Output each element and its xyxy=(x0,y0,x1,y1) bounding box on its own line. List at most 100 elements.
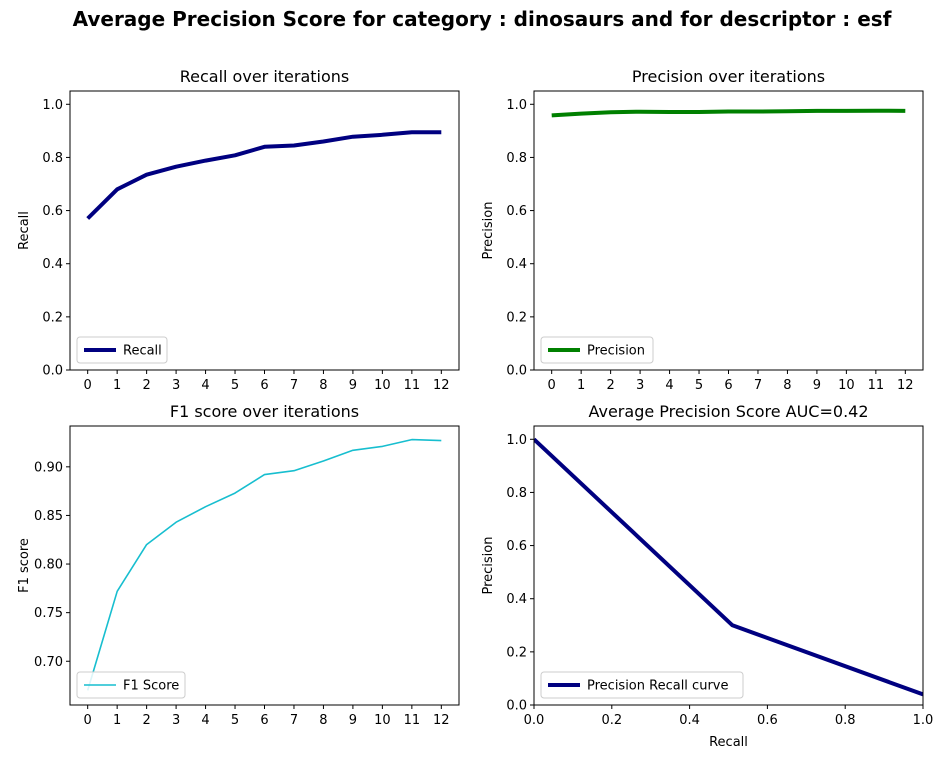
x-tick-label: 10 xyxy=(374,378,391,393)
y-tick-label: 0.75 xyxy=(34,606,63,621)
series-line xyxy=(551,108,906,118)
x-tick-label: 8 xyxy=(783,378,791,393)
y-tick-label: 0.8 xyxy=(42,151,63,166)
legend-box xyxy=(540,671,744,699)
x-tick-label: 11 xyxy=(404,378,421,393)
y-tick-label: 0.0 xyxy=(506,699,527,714)
axes-frame xyxy=(69,90,460,371)
y-tick-label: 0.80 xyxy=(34,558,63,573)
y-axis-label: Recall xyxy=(17,211,32,250)
chart-title: Average Precision Score AUC=0.42 xyxy=(588,402,868,421)
legend-label: Precision Recall curve xyxy=(587,679,728,694)
x-tick-label: 2 xyxy=(142,378,150,393)
x-tick-label: 9 xyxy=(813,378,821,393)
x-tick-label: 6 xyxy=(724,378,732,393)
x-tick-label: 12 xyxy=(433,713,450,728)
y-tick-label: 0.4 xyxy=(42,257,63,272)
x-tick-label: 4 xyxy=(665,378,673,393)
y-tick-label: 0.8 xyxy=(506,151,527,166)
x-tick-label: 6 xyxy=(260,378,268,393)
chart-title: Precision over iterations xyxy=(632,67,825,86)
x-tick-label: 1 xyxy=(577,378,585,393)
x-tick-label: 0 xyxy=(84,378,92,393)
x-tick-label: 1.0 xyxy=(913,713,934,728)
series-line xyxy=(86,438,442,691)
legend-label: F1 Score xyxy=(123,679,179,694)
y-tick-label: 1.0 xyxy=(42,98,63,113)
x-tick-label: 7 xyxy=(290,713,298,728)
legend-box xyxy=(540,336,654,364)
legend-label: Recall xyxy=(123,344,162,359)
x-tick-label: 10 xyxy=(838,378,855,393)
x-tick-label: 9 xyxy=(349,378,357,393)
legend-box xyxy=(76,671,186,699)
chart-4: Average Precision Score AUC=0.42 0.0 0.2 0.… xyxy=(481,402,933,750)
x-tick-label: 0.0 xyxy=(524,713,545,728)
legend-label: Precision xyxy=(587,344,645,359)
x-tick-label: 10 xyxy=(374,713,391,728)
x-tick-label: 3 xyxy=(172,378,180,393)
charts-area: Recall over iterations 0.0 0.2 0.4 0.6 0.8 1.0… xyxy=(17,67,933,750)
x-tick-label: 0.2 xyxy=(601,713,622,728)
y-tick-label: 0.6 xyxy=(506,539,527,554)
axes-frame xyxy=(533,90,924,371)
x-tick-label: 1 xyxy=(113,713,121,728)
x-tick-label: 0 xyxy=(84,713,92,728)
y-tick-label: 0.0 xyxy=(42,364,63,379)
chart-2: Precision over iterations 0.0 0.2 0.4 0.6 0.8… xyxy=(481,67,924,393)
y-tick-label: 0.6 xyxy=(506,204,527,219)
chart-title: F1 score over iterations xyxy=(170,402,359,421)
x-tick-label: 0.4 xyxy=(679,713,700,728)
chart-title: Recall over iterations xyxy=(180,67,350,86)
x-tick-label: 0 xyxy=(548,378,556,393)
figure-title: Average Precision Score for category : d… xyxy=(73,7,892,31)
y-tick-label: 0.2 xyxy=(506,645,527,660)
y-axis-label: Precision xyxy=(481,201,496,259)
x-tick-label: 1 xyxy=(113,378,121,393)
y-tick-label: 0.2 xyxy=(506,310,527,325)
legend-box xyxy=(76,336,168,364)
y-tick-label: 0.70 xyxy=(34,655,63,670)
x-tick-label: 9 xyxy=(349,713,357,728)
y-tick-label: 0.4 xyxy=(506,592,527,607)
x-tick-label: 8 xyxy=(319,378,327,393)
x-tick-label: 11 xyxy=(404,713,421,728)
y-tick-label: 1.0 xyxy=(506,433,527,448)
x-tick-label: 3 xyxy=(172,713,180,728)
x-tick-label: 6 xyxy=(260,713,268,728)
y-tick-label: 0.0 xyxy=(506,364,527,379)
y-tick-label: 0.85 xyxy=(34,509,63,524)
axes-frame xyxy=(533,425,924,706)
x-tick-label: 0.6 xyxy=(757,713,778,728)
y-axis-label: Precision xyxy=(481,536,496,594)
chart-1: Recall over iterations 0.0 0.2 0.4 0.6 0.8 1.0… xyxy=(17,67,460,393)
series-line xyxy=(534,437,923,697)
x-tick-label: 4 xyxy=(201,378,209,393)
x-axis-label: Recall xyxy=(709,735,748,750)
x-tick-label: 5 xyxy=(231,713,239,728)
y-tick-label: 0.2 xyxy=(42,310,63,325)
y-tick-label: 0.90 xyxy=(34,460,63,475)
x-tick-label: 12 xyxy=(897,378,914,393)
axes-frame xyxy=(69,425,460,706)
x-tick-label: 8 xyxy=(319,713,327,728)
x-tick-label: 5 xyxy=(231,378,239,393)
x-tick-label: 2 xyxy=(142,713,150,728)
x-tick-label: 11 xyxy=(868,378,885,393)
x-tick-label: 12 xyxy=(433,378,450,393)
x-tick-label: 7 xyxy=(754,378,762,393)
x-tick-label: 4 xyxy=(201,713,209,728)
y-axis-label: F1 score xyxy=(17,538,32,593)
x-tick-label: 3 xyxy=(636,378,644,393)
x-tick-label: 7 xyxy=(290,378,298,393)
y-tick-label: 1.0 xyxy=(506,98,527,113)
x-tick-label: 2 xyxy=(606,378,614,393)
x-tick-label: 5 xyxy=(695,378,703,393)
y-tick-label: 0.4 xyxy=(506,257,527,272)
y-tick-label: 0.6 xyxy=(42,204,63,219)
series-line xyxy=(86,130,442,220)
chart-3: F1 score over iterations 0.70 0.75 0.80 0.85… xyxy=(17,402,460,728)
y-tick-label: 0.8 xyxy=(506,486,527,501)
x-tick-label: 0.8 xyxy=(835,713,856,728)
